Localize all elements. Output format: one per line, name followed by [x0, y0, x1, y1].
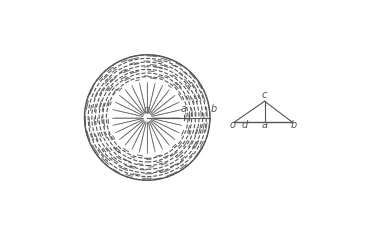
- Text: c: c: [262, 90, 267, 100]
- Text: o: o: [229, 120, 236, 130]
- Text: o: o: [143, 105, 149, 115]
- Text: b: b: [211, 105, 217, 114]
- Text: d: d: [241, 120, 248, 130]
- Text: b: b: [291, 120, 298, 130]
- Text: a: a: [180, 105, 186, 114]
- Text: a: a: [261, 120, 267, 130]
